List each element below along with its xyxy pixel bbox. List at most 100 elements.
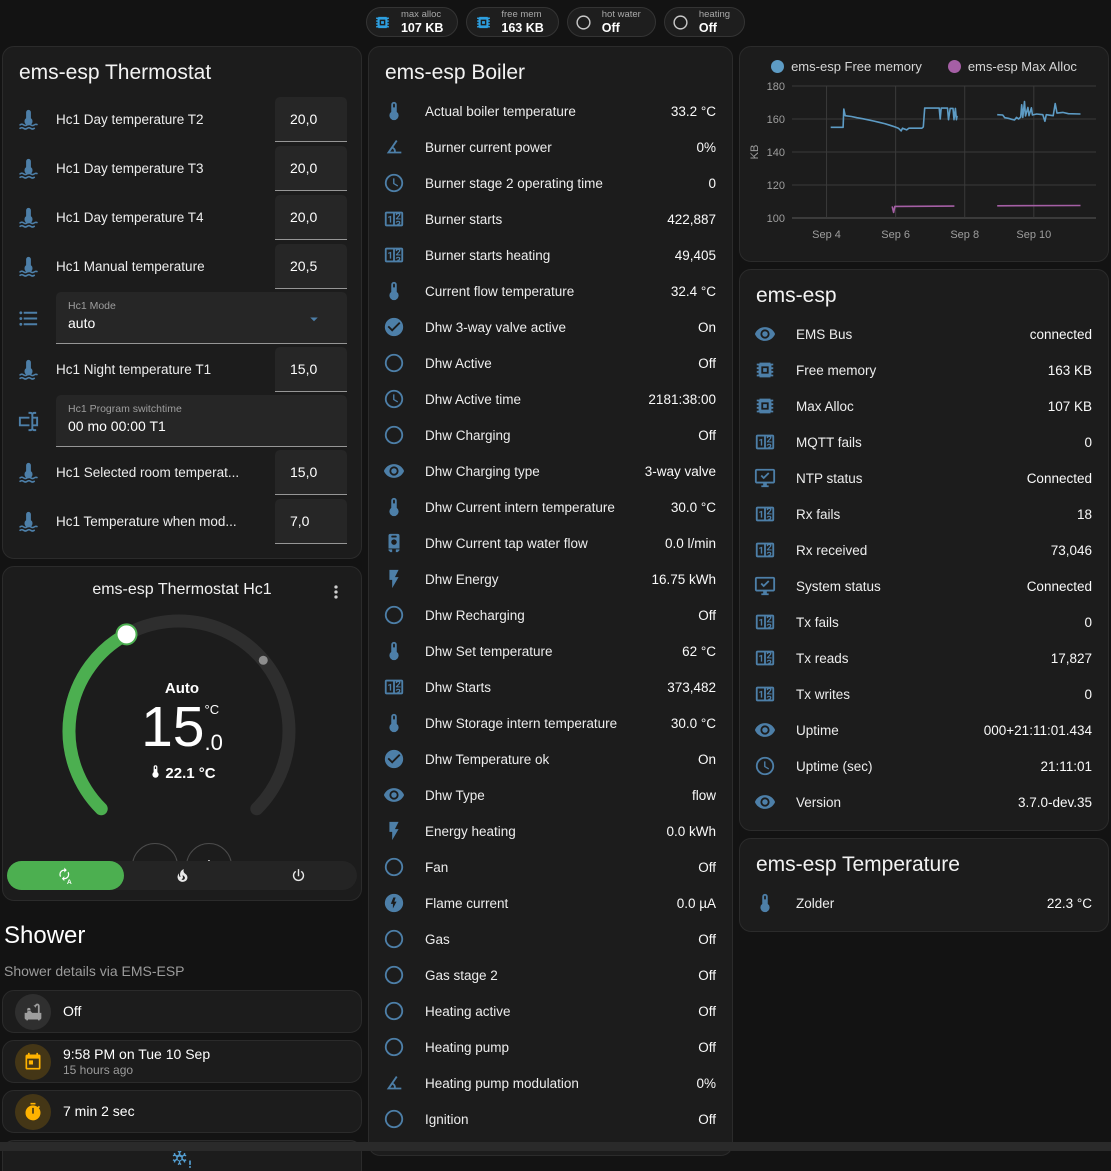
- number-input[interactable]: 20,0: [275, 146, 347, 191]
- entity-row[interactable]: Uptime (sec)21:11:01: [752, 748, 1092, 784]
- circle-outline-icon: [383, 352, 405, 374]
- number-input[interactable]: 15,0: [275, 450, 347, 495]
- entity-label: Dhw Energy: [425, 572, 651, 587]
- dial-handle[interactable]: [117, 624, 137, 644]
- entity-row[interactable]: Hc1 Temperature when mod...7,0: [15, 498, 347, 545]
- svg-text:Sep 4: Sep 4: [812, 229, 841, 241]
- check-circle-icon: [383, 316, 405, 338]
- hvac-mode-auto-button[interactable]: A: [7, 861, 124, 890]
- circle-outline-icon: [383, 856, 405, 878]
- number-input[interactable]: 20,0: [275, 195, 347, 240]
- number-input[interactable]: 15,0: [275, 347, 347, 392]
- circle-outline-icon: [383, 928, 405, 950]
- entity-label: Actual boiler temperature: [425, 104, 671, 119]
- entity-value: 49,405: [675, 248, 716, 263]
- shower-tile[interactable]: Off: [2, 990, 362, 1033]
- number-input[interactable]: 7,0: [275, 499, 347, 544]
- legend-item[interactable]: ems-esp Free memory: [771, 59, 922, 74]
- thermostat-dial[interactable]: Auto 15 °C .0 22.1 °C − +: [3, 603, 361, 863]
- entity-label: Dhw Storage intern temperature: [425, 716, 671, 731]
- tile-secondary-text: 15 hours ago: [63, 1063, 210, 1077]
- hvac-mode-off-button[interactable]: [240, 861, 357, 890]
- legend-item[interactable]: ems-esp Max Alloc: [948, 59, 1077, 74]
- entity-row[interactable]: Hc1 Selected room temperat...15,0: [15, 449, 347, 496]
- number-input[interactable]: 20,0: [275, 97, 347, 142]
- field-value: 00 mo 00:00 T1: [68, 418, 335, 434]
- entity-value: connected: [1030, 327, 1092, 342]
- thermometer-water-icon: [17, 255, 40, 278]
- dial-arc[interactable]: [3, 603, 361, 863]
- entity-label: System status: [796, 579, 1027, 594]
- legend-dot: [948, 60, 961, 73]
- thermometer-icon: [754, 892, 776, 914]
- counter-icon: [754, 431, 776, 453]
- field-label: Hc1 Mode: [68, 300, 335, 312]
- entity-label: Current flow temperature: [425, 284, 671, 299]
- entity-value: 373,482: [667, 680, 716, 695]
- shower-tile[interactable]: 7 min 2 sec: [2, 1090, 362, 1133]
- entity-label: Rx received: [796, 543, 1051, 558]
- hvac-mode-heat-button[interactable]: [124, 861, 241, 890]
- entity-value: flow: [692, 788, 716, 803]
- number-input[interactable]: 20,5: [275, 244, 347, 289]
